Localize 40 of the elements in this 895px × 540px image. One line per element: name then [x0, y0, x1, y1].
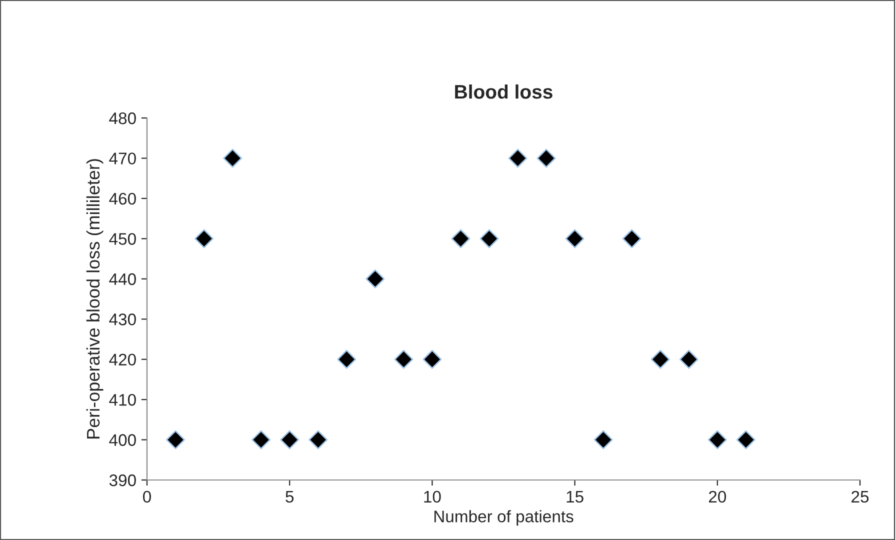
point [622, 229, 642, 248]
point [650, 350, 670, 369]
point [480, 229, 499, 248]
x-tick-label: 10 [424, 490, 441, 503]
x-tick-label: 25 [852, 490, 869, 503]
point [252, 430, 271, 450]
y-tick-label: 450 [109, 233, 136, 245]
y-tick-label: 470 [109, 152, 136, 164]
chart-title: Blood loss [455, 84, 552, 99]
point [223, 148, 242, 168]
x-tick-label: 15 [566, 491, 584, 503]
point [194, 229, 214, 248]
y-tick-label: 400 [109, 434, 136, 446]
y-tick-label: 410 [109, 394, 136, 406]
y-tick-label: 480 [109, 112, 136, 124]
point [366, 269, 385, 288]
y-tick-label: 440 [109, 273, 136, 286]
point [308, 430, 328, 450]
x-tick-label: 5 [286, 491, 294, 503]
point [565, 229, 584, 248]
y-axis-title: Peri-operative blood loss (millileter) [86, 159, 104, 438]
x-axis-title: Number of patients [434, 510, 574, 526]
point [679, 350, 698, 369]
point [508, 148, 528, 168]
point [736, 430, 756, 450]
x-tick-label: 20 [708, 490, 726, 503]
y-tick-label: 420 [109, 354, 136, 366]
y-tick-label: 430 [109, 314, 136, 326]
y-tick-label: 460 [109, 192, 136, 205]
point [166, 430, 185, 450]
point [451, 229, 470, 248]
x-tick-label: 0 [143, 490, 151, 503]
point [594, 430, 613, 450]
point [708, 430, 727, 450]
point [394, 350, 414, 369]
point [422, 350, 442, 369]
y-tick-label: 390 [109, 474, 136, 486]
point [536, 148, 556, 168]
point [280, 430, 300, 450]
point [337, 350, 356, 369]
